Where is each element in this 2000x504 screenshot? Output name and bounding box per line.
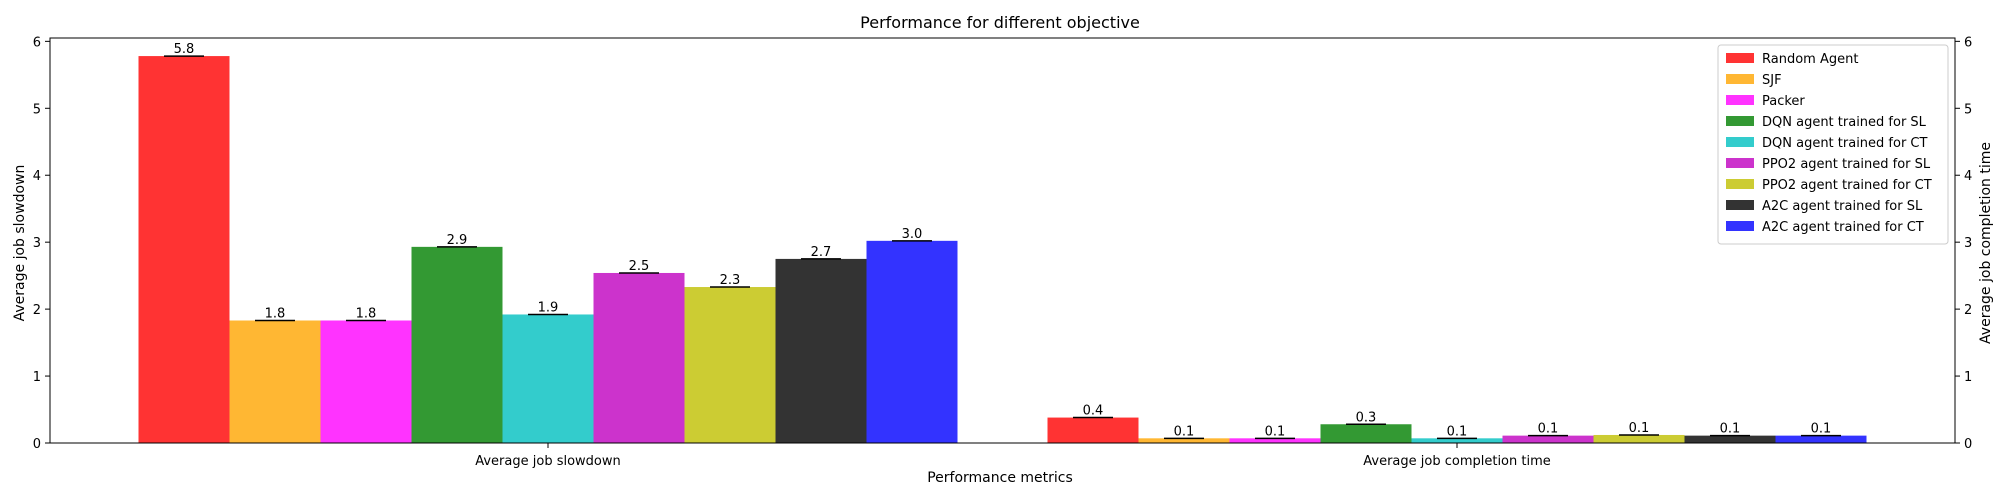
data-label-1-1: 0.1 bbox=[1174, 424, 1195, 439]
legend-swatch-8 bbox=[1726, 221, 1754, 231]
legend-swatch-1 bbox=[1726, 74, 1754, 84]
y-tick-label-left-1: 1 bbox=[33, 370, 41, 385]
y-tick-label-left-6: 6 bbox=[33, 35, 41, 50]
legend-swatch-3 bbox=[1726, 116, 1754, 126]
data-label-5-1: 0.1 bbox=[1538, 422, 1559, 437]
bar-7-0 bbox=[775, 258, 867, 443]
y-tick-label-left-5: 5 bbox=[33, 102, 41, 117]
data-label-1-0: 1.8 bbox=[265, 306, 286, 321]
y-tick-label-right-5: 5 bbox=[1964, 102, 1972, 117]
legend-label-1: SJF bbox=[1762, 73, 1782, 88]
bar-5-0 bbox=[593, 272, 685, 443]
x-tick-label-0: Average job slowdown bbox=[475, 454, 621, 469]
data-label-5-0: 2.5 bbox=[629, 259, 650, 274]
data-label-8-0: 3.0 bbox=[902, 227, 923, 242]
y-tick-label-left-0: 0 bbox=[33, 437, 41, 452]
bar-3-1 bbox=[1320, 424, 1412, 443]
y-tick-label-right-1: 1 bbox=[1964, 370, 1972, 385]
data-label-7-0: 2.7 bbox=[811, 245, 832, 260]
bar-0-1 bbox=[1047, 417, 1139, 443]
y-tick-label-right-3: 3 bbox=[1964, 236, 1972, 251]
chart-title: Performance for different objective bbox=[860, 13, 1140, 32]
legend-swatch-4 bbox=[1726, 137, 1754, 147]
y-axis-label-right: Average job completion time bbox=[1978, 142, 1994, 344]
legend-swatch-7 bbox=[1726, 200, 1754, 210]
bar-5-1 bbox=[1502, 435, 1594, 443]
legend-box bbox=[1717, 44, 1949, 245]
bar-1-1 bbox=[1138, 438, 1230, 443]
legend-label-2: Packer bbox=[1762, 94, 1805, 109]
x-axis-label: Performance metrics bbox=[927, 470, 1073, 486]
y-tick-label-left-3: 3 bbox=[33, 236, 41, 251]
data-label-3-1: 0.3 bbox=[1356, 410, 1377, 425]
legend-label-6: PPO2 agent trained for CT bbox=[1762, 178, 1932, 193]
data-label-2-0: 1.8 bbox=[356, 306, 377, 321]
y-tick-label-right-2: 2 bbox=[1964, 303, 1972, 318]
bar-8-1 bbox=[1775, 435, 1867, 443]
data-label-2-1: 0.1 bbox=[1265, 424, 1286, 439]
legend-swatch-2 bbox=[1726, 95, 1754, 105]
legend-label-3: DQN agent trained for SL bbox=[1762, 115, 1927, 130]
x-tick-label-1: Average job completion time bbox=[1363, 454, 1551, 469]
bar-2-1 bbox=[1229, 438, 1321, 443]
bar-4-0 bbox=[502, 314, 594, 443]
bar-0-0 bbox=[138, 56, 230, 444]
bar-1-0 bbox=[229, 320, 321, 443]
data-label-7-1: 0.1 bbox=[1720, 422, 1741, 437]
legend-swatch-6 bbox=[1726, 179, 1754, 189]
y-tick-label-right-6: 6 bbox=[1964, 35, 1972, 50]
legend-label-4: DQN agent trained for CT bbox=[1762, 136, 1928, 151]
data-label-3-0: 2.9 bbox=[447, 233, 468, 248]
bar-6-0 bbox=[684, 287, 776, 443]
y-tick-label-left-2: 2 bbox=[33, 303, 41, 318]
data-label-4-1: 0.1 bbox=[1447, 424, 1468, 439]
legend-label-0: Random Agent bbox=[1762, 52, 1858, 67]
data-label-0-0: 5.8 bbox=[174, 42, 195, 57]
y-tick-label-left-4: 4 bbox=[33, 169, 41, 184]
legend: Random Agent SJF Packer DQN agent trained f… bbox=[1717, 44, 1949, 245]
legend-label-7: A2C agent trained for SL bbox=[1762, 199, 1923, 214]
bar-3-0 bbox=[411, 246, 503, 443]
legend-swatch-0 bbox=[1726, 53, 1754, 63]
legend-label-8: A2C agent trained for CT bbox=[1762, 220, 1924, 235]
y-tick-label-right-4: 4 bbox=[1964, 169, 1972, 184]
y-tick-label-right-0: 0 bbox=[1964, 437, 1972, 452]
bar-8-0 bbox=[866, 240, 958, 443]
legend-label-5: PPO2 agent trained for SL bbox=[1762, 157, 1931, 172]
data-label-6-1: 0.1 bbox=[1629, 421, 1650, 436]
bar-2-0 bbox=[320, 320, 412, 443]
plot-frame bbox=[49, 37, 1956, 444]
data-label-6-0: 2.3 bbox=[720, 273, 741, 288]
bar-4-1 bbox=[1411, 438, 1503, 443]
legend-swatch-5 bbox=[1726, 158, 1754, 168]
bar-7-1 bbox=[1684, 435, 1776, 443]
bar-6-1 bbox=[1593, 434, 1685, 443]
data-label-4-0: 1.9 bbox=[538, 300, 559, 315]
data-label-0-1: 0.4 bbox=[1083, 404, 1104, 419]
data-label-8-1: 0.1 bbox=[1811, 422, 1832, 437]
y-axis-label-left: Average job slowdown bbox=[12, 165, 28, 322]
